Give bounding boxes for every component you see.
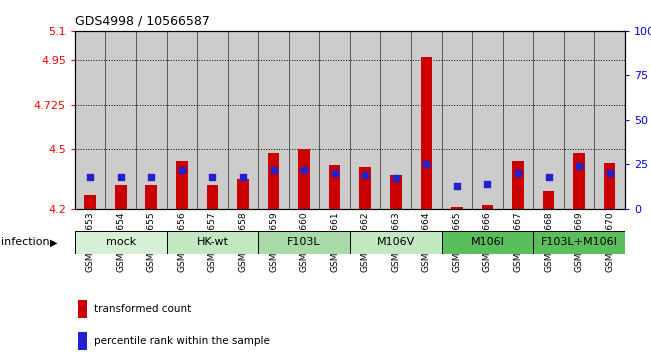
Point (299, 167, 309, 172)
Point (85, 174, 95, 180)
Bar (167, 31, 197, 209)
Bar (512, 161, 524, 209)
Point (544, 174, 554, 180)
Point (391, 176, 401, 182)
Bar (533, 231, 625, 254)
Bar (85, 195, 96, 209)
Bar (390, 175, 402, 209)
Bar (320, 31, 350, 209)
Bar (258, 31, 289, 209)
Bar (197, 31, 228, 209)
Bar (564, 31, 594, 209)
Point (452, 183, 462, 188)
Text: ▶: ▶ (49, 237, 57, 248)
Bar (176, 161, 187, 209)
Bar (75, 31, 105, 209)
Text: mock: mock (105, 237, 136, 247)
Bar (472, 31, 503, 209)
Bar (145, 185, 157, 209)
Point (360, 172, 370, 178)
Bar (503, 31, 533, 209)
Bar (441, 31, 472, 209)
Text: M106V: M106V (377, 237, 415, 247)
Bar (237, 179, 249, 209)
Point (605, 170, 615, 176)
Bar (594, 31, 625, 209)
Bar (421, 57, 432, 209)
Point (146, 174, 156, 180)
Bar (350, 231, 441, 254)
Bar (482, 205, 493, 209)
Bar (75, 231, 167, 254)
Bar (228, 31, 258, 209)
Bar (574, 154, 585, 209)
Bar (604, 163, 615, 209)
Bar (451, 207, 463, 209)
Point (574, 163, 585, 169)
Bar (543, 191, 555, 209)
Point (513, 170, 523, 176)
Point (482, 181, 493, 187)
Point (421, 161, 432, 167)
Text: F103L+M106I: F103L+M106I (541, 237, 618, 247)
Bar (380, 31, 411, 209)
Bar (441, 231, 533, 254)
Text: HK-wt: HK-wt (197, 237, 229, 247)
Bar (533, 31, 564, 209)
Bar (359, 167, 371, 209)
Bar (115, 185, 126, 209)
Bar (329, 165, 340, 209)
Text: F103L: F103L (287, 237, 321, 247)
Text: transformed count: transformed count (94, 304, 191, 314)
Bar (350, 31, 380, 209)
Point (238, 174, 248, 180)
Point (268, 167, 279, 172)
Text: percentile rank within the sample: percentile rank within the sample (94, 336, 270, 346)
Bar (136, 31, 167, 209)
Bar (77, 300, 87, 318)
Bar (206, 185, 218, 209)
Bar (105, 31, 136, 209)
Bar (167, 231, 258, 254)
Bar (298, 150, 310, 209)
Bar (77, 332, 87, 350)
Text: GDS4998 / 10566587: GDS4998 / 10566587 (75, 14, 210, 27)
Bar (268, 154, 279, 209)
Point (115, 174, 126, 180)
Bar (289, 31, 320, 209)
Point (176, 167, 187, 172)
Point (329, 170, 340, 176)
Bar (258, 231, 350, 254)
Point (207, 174, 217, 180)
Text: M106I: M106I (471, 237, 505, 247)
Text: infection: infection (1, 237, 50, 248)
Bar (411, 31, 441, 209)
